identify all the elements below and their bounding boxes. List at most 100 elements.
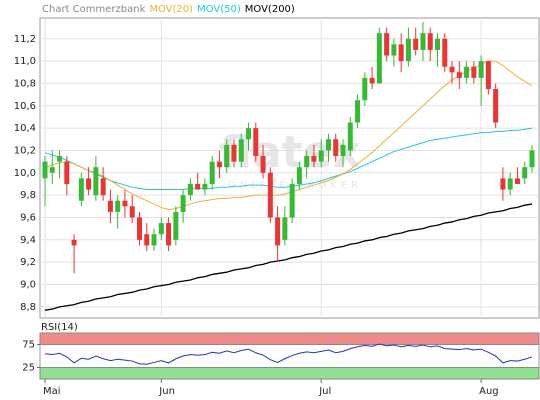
candle-body [427,33,433,50]
candle-body [478,61,484,78]
y-tick-label: 9,6 [20,212,36,223]
candle-body [355,100,361,123]
candle-body [464,66,470,78]
candle-body [115,200,121,212]
y-tick-label: 9,4 [20,235,36,246]
candle-body [275,217,281,246]
candle-body [187,183,193,196]
y-tick-label: 10,4 [14,123,36,134]
candle-body [529,150,535,168]
candle-body [195,183,201,190]
candle-body [282,217,288,240]
candle-body [420,33,426,50]
candle-body [362,77,368,101]
candle-body [369,77,375,84]
rsi-tick-label: 25 [22,363,35,374]
candle-body [86,178,92,190]
candle-body [347,122,353,151]
candle-body [129,206,135,218]
candle-body [64,161,70,184]
candle-body [413,38,419,50]
candle-body [376,33,382,84]
candle-body [260,156,266,173]
candle-body [42,161,48,179]
candle-body [340,144,346,157]
moving-average-line [44,203,533,311]
candle-body [166,223,172,246]
candle-body [224,144,230,168]
y-tick-label: 11,0 [14,56,36,67]
chart-title: Chart Commerzbank [42,4,146,15]
candle-body [238,139,244,162]
candle-body [296,167,302,184]
candle-body [442,38,448,67]
candle-body [471,66,477,78]
candle-body [202,183,208,190]
x-tick-label: Jul [318,386,331,397]
y-tick-label: 9,8 [20,190,36,201]
candle-body [514,178,520,184]
candle-body [333,139,339,157]
candle-body [507,178,513,190]
x-tick-label: Aug [479,386,499,397]
rsi-title: RSI(14) [41,322,78,333]
candle-body [209,161,215,184]
candle-body [304,156,310,168]
candle-body [325,139,331,151]
candle-body [289,183,295,218]
candle-body [311,156,317,162]
legend-entry: MOV(50) [197,4,241,15]
candle-body [122,200,128,207]
x-tick-label: Jun [158,386,175,397]
candle-body [71,239,77,246]
moving-average-line [44,60,533,211]
candle-body [144,234,150,246]
legend-entry: MOV(20) [149,4,193,15]
candle-body [100,178,106,196]
candle-body [435,38,441,50]
legend: Chart Commerzbank MOV(20) MOV(50) MOV(200) [42,4,295,15]
candle-body [180,195,186,212]
y-tick-label: 11,2 [14,34,36,45]
candle-body [49,167,55,173]
candle-body [522,167,528,179]
candle-body [246,128,252,140]
candle-body [93,167,99,196]
candle-body [267,172,273,218]
rsi-band [39,332,540,345]
candle-body [231,144,237,162]
y-tick-label: 10,6 [14,101,36,112]
y-tick-label: 10,8 [14,78,36,89]
candle-body [158,223,164,235]
candle-body [384,33,390,56]
plot-area [39,17,540,319]
rsi-band [39,367,540,380]
candle-body [107,200,113,212]
candle-body [449,66,455,73]
y-tick-label: 9,0 [20,279,36,290]
candle-body [78,178,84,201]
candle-body [151,234,157,246]
candle-body [253,128,259,157]
candle-body [391,44,397,56]
x-tick-label: Mai [43,386,61,397]
candle-body [216,161,222,168]
candle-body [57,156,63,162]
moving-average-line [44,127,533,191]
candle-body [485,61,491,90]
y-tick-label: 8,8 [20,302,36,313]
rsi-line [44,343,533,365]
candle-body [500,178,506,190]
candle-body [136,217,142,240]
candle-body [173,211,179,240]
candle-body [493,89,499,123]
y-tick-label: 10,2 [14,145,36,156]
candle-body [318,150,324,162]
candle-body [398,44,404,62]
rsi-tick-label: 75 [22,340,35,351]
legend-entry: MOV(200) [245,4,295,15]
candle-body [405,38,411,62]
candle-body [456,72,462,78]
